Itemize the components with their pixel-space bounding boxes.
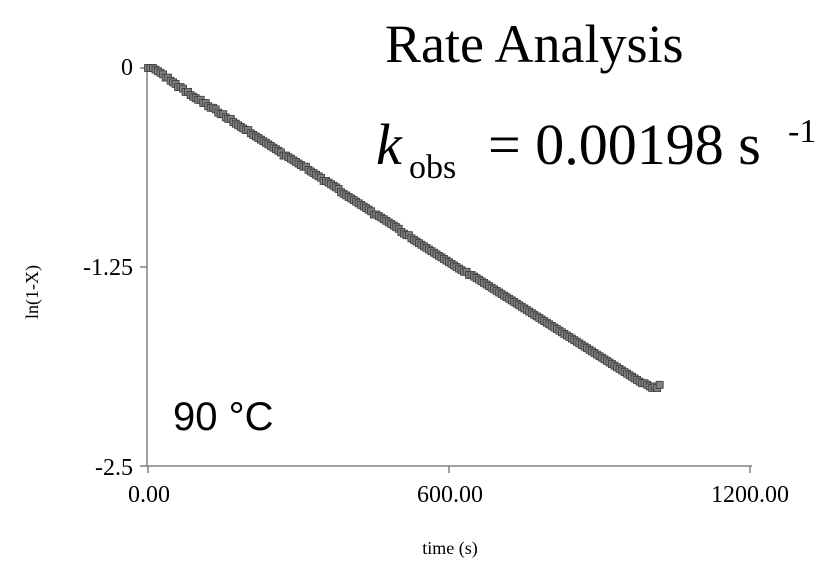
y-tick-label: -2.5 <box>95 455 133 481</box>
temperature-label: 90 °C <box>173 395 274 439</box>
y-axis-label: ln(1-X) <box>22 265 43 319</box>
k-symbol: k <box>376 112 403 177</box>
data-series <box>144 64 664 392</box>
x-tick-label: 600.00 <box>417 482 483 508</box>
k-value: = 0.00198 s <box>488 112 761 177</box>
x-axis-label: time (s) <box>422 538 478 559</box>
k-subscript: obs <box>409 149 456 186</box>
chart-title: Rate Analysis <box>385 14 683 74</box>
data-point <box>655 380 664 389</box>
x-tick-label: 1200.00 <box>711 482 789 508</box>
y-tick-label: 0 <box>121 55 133 81</box>
k-superscript: -1 <box>788 113 816 150</box>
tick-marks <box>140 67 751 473</box>
x-tick-label: 0.00 <box>128 482 170 508</box>
y-tick-label: -1.25 <box>83 255 133 281</box>
